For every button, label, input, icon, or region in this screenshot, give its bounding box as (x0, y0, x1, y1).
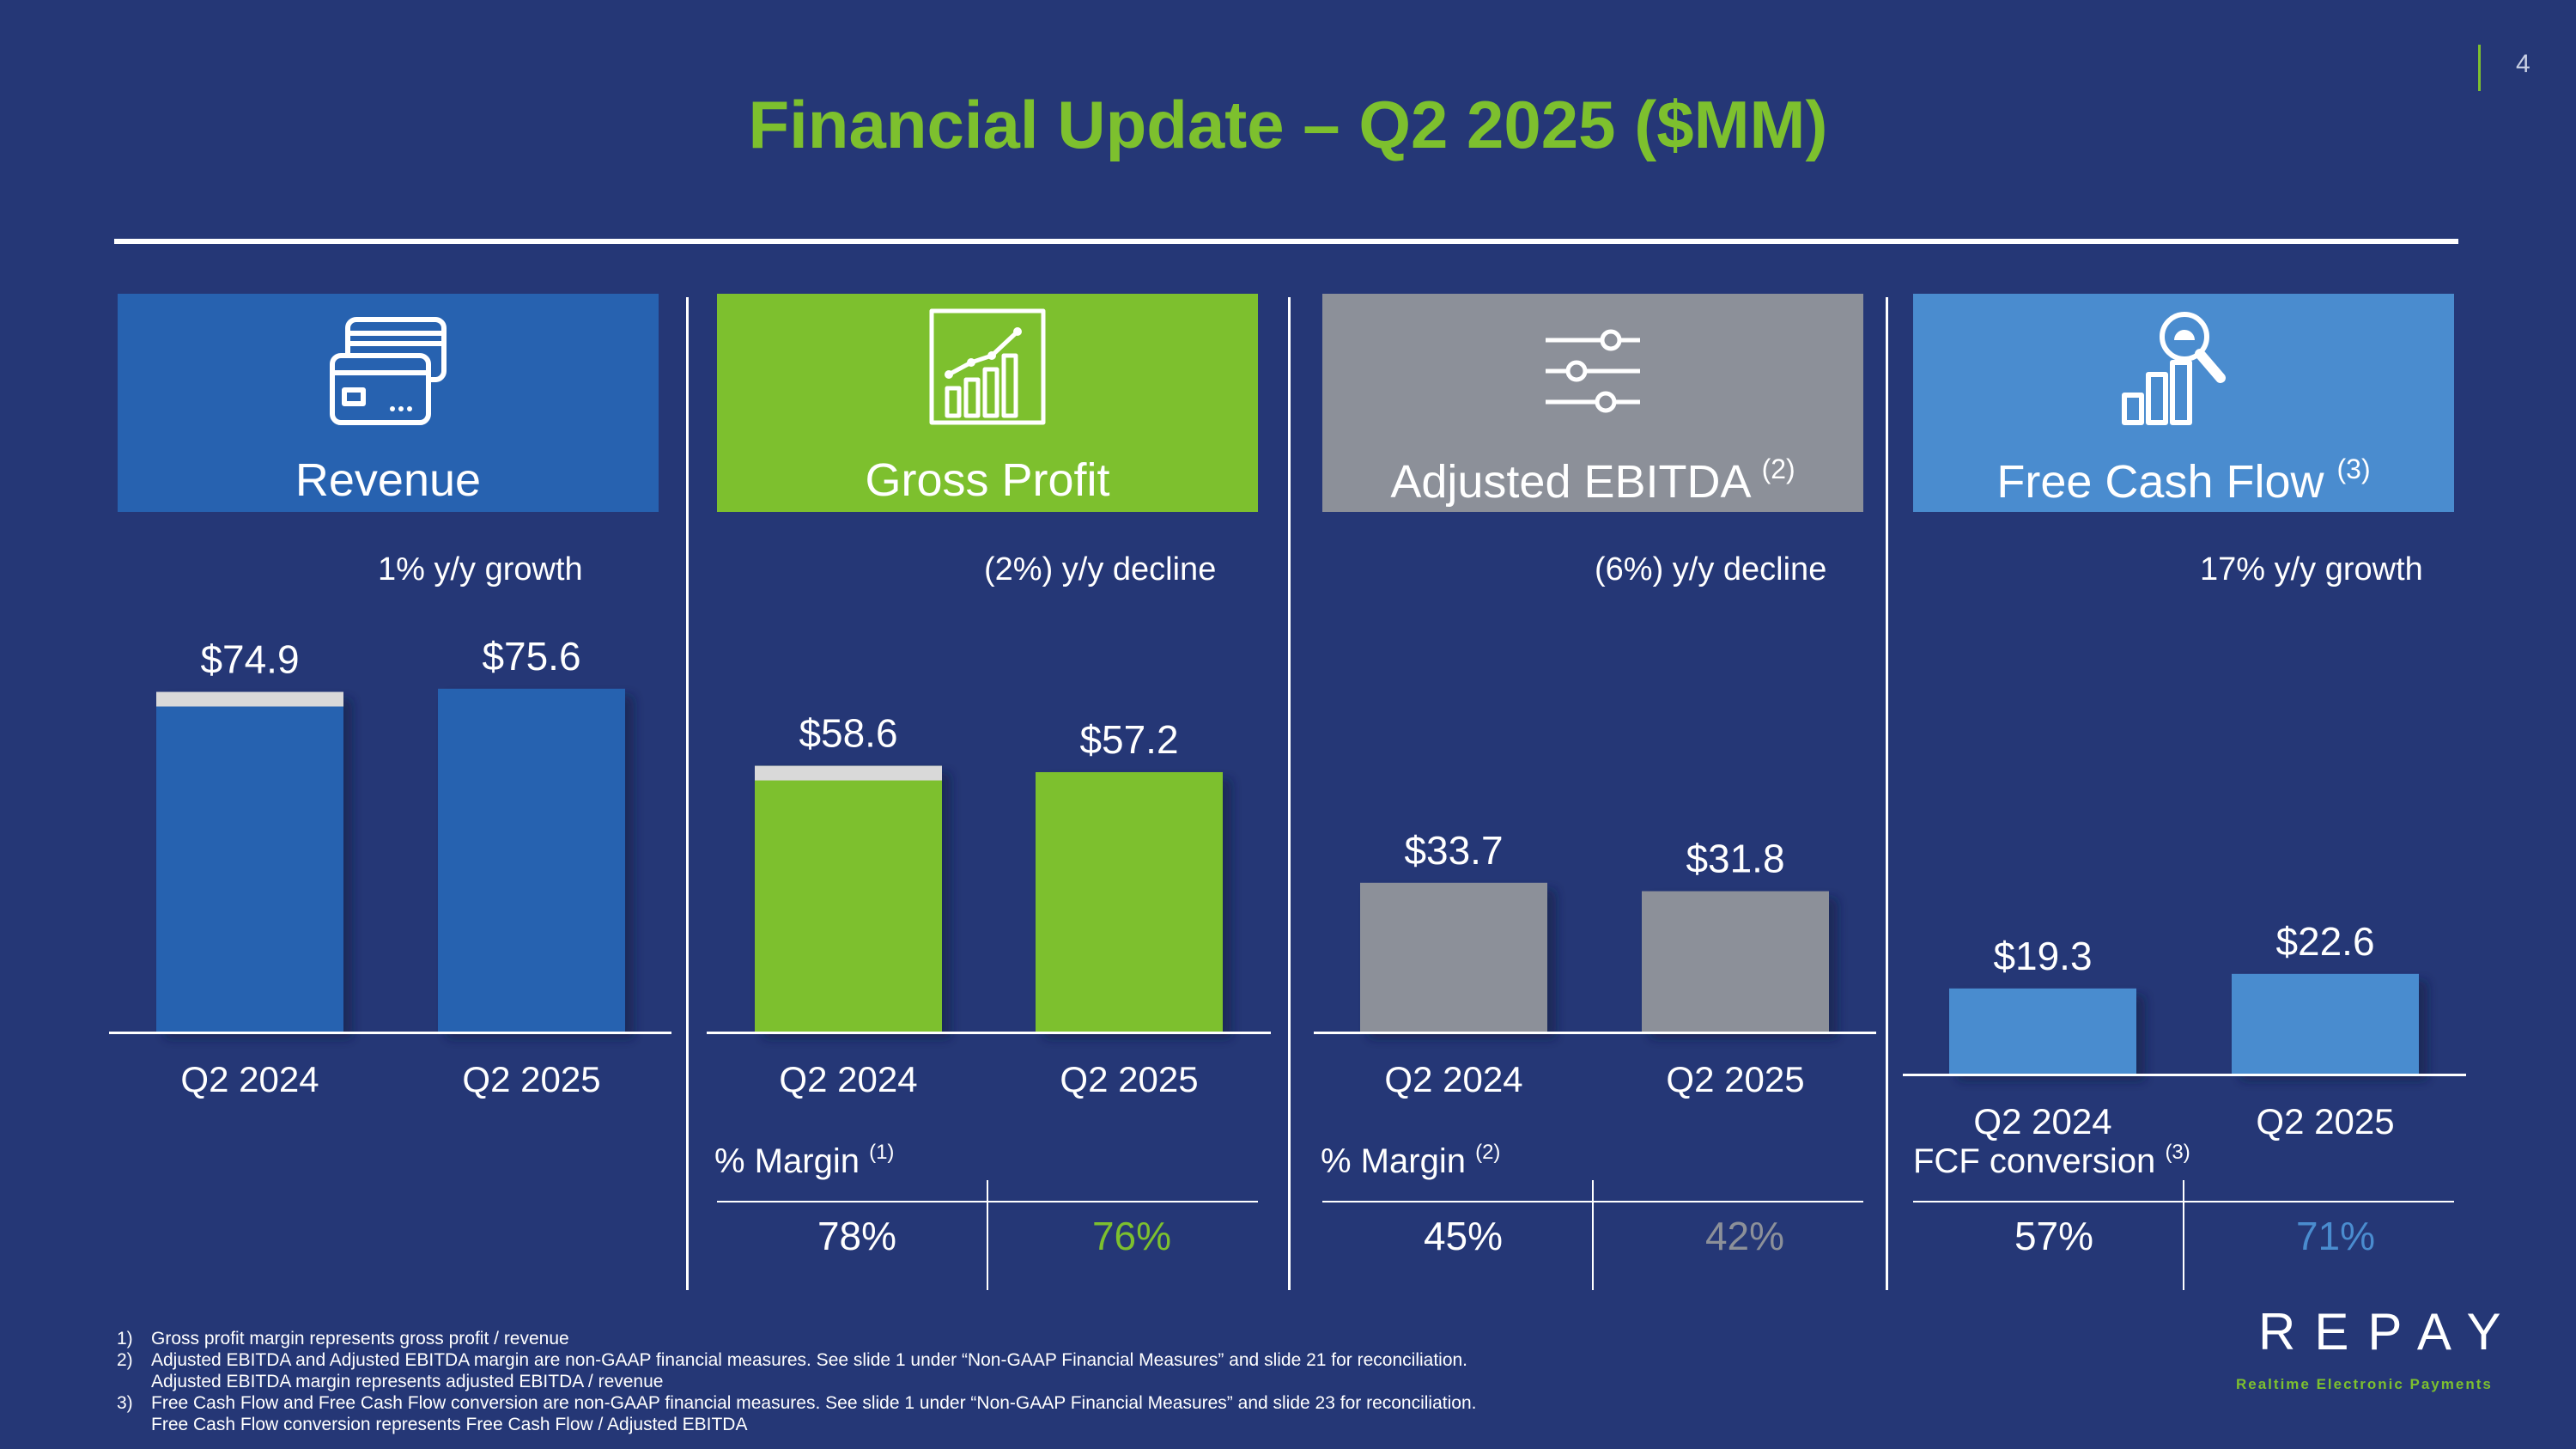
bar-magnifier-icon (2122, 312, 2226, 425)
gross-profit-prior-year-cap (755, 765, 942, 781)
gross-profit-category-label: Q2 2025 (1060, 1059, 1198, 1099)
gross-profit-bar-q2-2024 (755, 765, 942, 1032)
panel-divider-2 (1288, 297, 1291, 1290)
revenue-header: Revenue (118, 294, 659, 512)
sliders-icon (1546, 329, 1640, 413)
free-cash-flow-header: Free Cash Flow (3) (1913, 294, 2454, 512)
free-cash-flow-value-label: $22.6 (2275, 919, 2374, 964)
free-cash-flow-axis-line (1903, 1074, 2466, 1076)
title-divider (114, 239, 2458, 244)
revenue-axis-line (109, 1032, 671, 1034)
footnote-2: 2) Adjusted EBITDA and Adjusted EBITDA m… (117, 1350, 1468, 1391)
page-number-divider (2478, 45, 2481, 91)
footnote-3: 3) Free Cash Flow and Free Cash Flow con… (117, 1393, 1477, 1434)
gross-profit-category-label: Q2 2024 (779, 1059, 917, 1099)
adjusted-ebitda-margin-label: % Margin (2) (1321, 1141, 1501, 1180)
panel-divider-3 (1886, 297, 1888, 1290)
adjusted-ebitda-category-label: Q2 2024 (1384, 1059, 1522, 1099)
revenue-value-label: $74.9 (200, 637, 299, 682)
adjusted-ebitda-value-label: $31.8 (1686, 837, 1784, 881)
fcf-conversion-table-divider (2183, 1180, 2184, 1290)
adjusted-ebitda-table-divider (1592, 1180, 1594, 1290)
gross-profit-margin-label: % Margin (1) (714, 1141, 895, 1180)
footnotes: 1) Gross profit margin represents gross … (96, 1328, 1476, 1435)
repay-logo: REPAY (2258, 1303, 2520, 1361)
free-cash-flow-value-label: $19.3 (1993, 934, 2092, 978)
adjusted-ebitda-category-label: Q2 2025 (1666, 1059, 1804, 1099)
repay-logo-tagline: Realtime Electronic Payments (2236, 1376, 2493, 1392)
page-number: 4 (2516, 50, 2530, 78)
free-cash-flow-footnote-ref: (3) (2336, 454, 2371, 484)
adjusted-ebitda-value-label: $33.7 (1404, 828, 1503, 873)
revenue-prior-year-cap (156, 691, 343, 707)
free-cash-flow-category-label: Q2 2024 (1973, 1101, 2111, 1142)
fcf-conversion-label: FCF conversion (3) (1913, 1141, 2190, 1180)
gross-profit-title: Gross Profit (865, 454, 1110, 506)
free-cash-flow-title: Free Cash Flow (1996, 456, 2324, 508)
adjusted-ebitda-title: Adjusted EBITDA (1390, 456, 1749, 508)
page-title: Financial Update – Q2 2025 ($MM) (748, 87, 1828, 162)
adjusted-ebitda-header: Adjusted EBITDA (2) (1322, 294, 1863, 512)
gross-profit-value-label: $57.2 (1079, 717, 1178, 762)
revenue-category-label: Q2 2025 (462, 1059, 600, 1099)
fcf-conversion-2025: 71% (2295, 1214, 2376, 1258)
free-cash-flow-bar-q2-2025 (2232, 973, 2419, 1074)
revenue-bar-q2-2024 (156, 691, 343, 1032)
gross-profit-margin-2025: 76% (1091, 1214, 1172, 1258)
gross-profit-header: Gross Profit (717, 294, 1258, 512)
adjusted-ebitda-margin-2024: 45% (1423, 1214, 1504, 1258)
adjusted-ebitda-footnote-ref: (2) (1761, 454, 1795, 484)
fcf-conversion-2024: 57% (2014, 1214, 2094, 1258)
revenue-bar-q2-2025 (438, 688, 625, 1032)
gross-profit-margin-2024: 78% (817, 1214, 897, 1258)
adjusted-ebitda-bar-q2-2024 (1360, 882, 1547, 1032)
gross-profit-growth-label: (2%) y/y decline (984, 551, 1217, 588)
credit-cards-icon (330, 317, 447, 425)
gross-profit-bar-q2-2025 (1036, 771, 1223, 1032)
free-cash-flow-growth-label: 17% y/y growth (2200, 551, 2423, 588)
growth-chart-icon (929, 308, 1046, 425)
adjusted-ebitda-growth-label: (6%) y/y decline (1595, 551, 1827, 588)
adjusted-ebitda-margin-2025: 42% (1704, 1214, 1785, 1258)
revenue-title: Revenue (295, 454, 482, 506)
revenue-category-label: Q2 2024 (180, 1059, 319, 1099)
footnote-1: 1) Gross profit margin represents gross … (117, 1329, 569, 1349)
panel-divider-1 (686, 297, 689, 1290)
gross-profit-value-label: $58.6 (799, 711, 897, 756)
adjusted-ebitda-axis-line (1314, 1032, 1876, 1034)
gross-profit-table-divider (987, 1180, 988, 1290)
free-cash-flow-category-label: Q2 2025 (2256, 1101, 2394, 1142)
gross-profit-axis-line (707, 1032, 1271, 1034)
revenue-value-label: $75.6 (482, 634, 580, 679)
free-cash-flow-bar-q2-2024 (1949, 988, 2136, 1074)
revenue-growth-label: 1% y/y growth (378, 551, 583, 588)
adjusted-ebitda-bar-q2-2025 (1642, 891, 1829, 1032)
